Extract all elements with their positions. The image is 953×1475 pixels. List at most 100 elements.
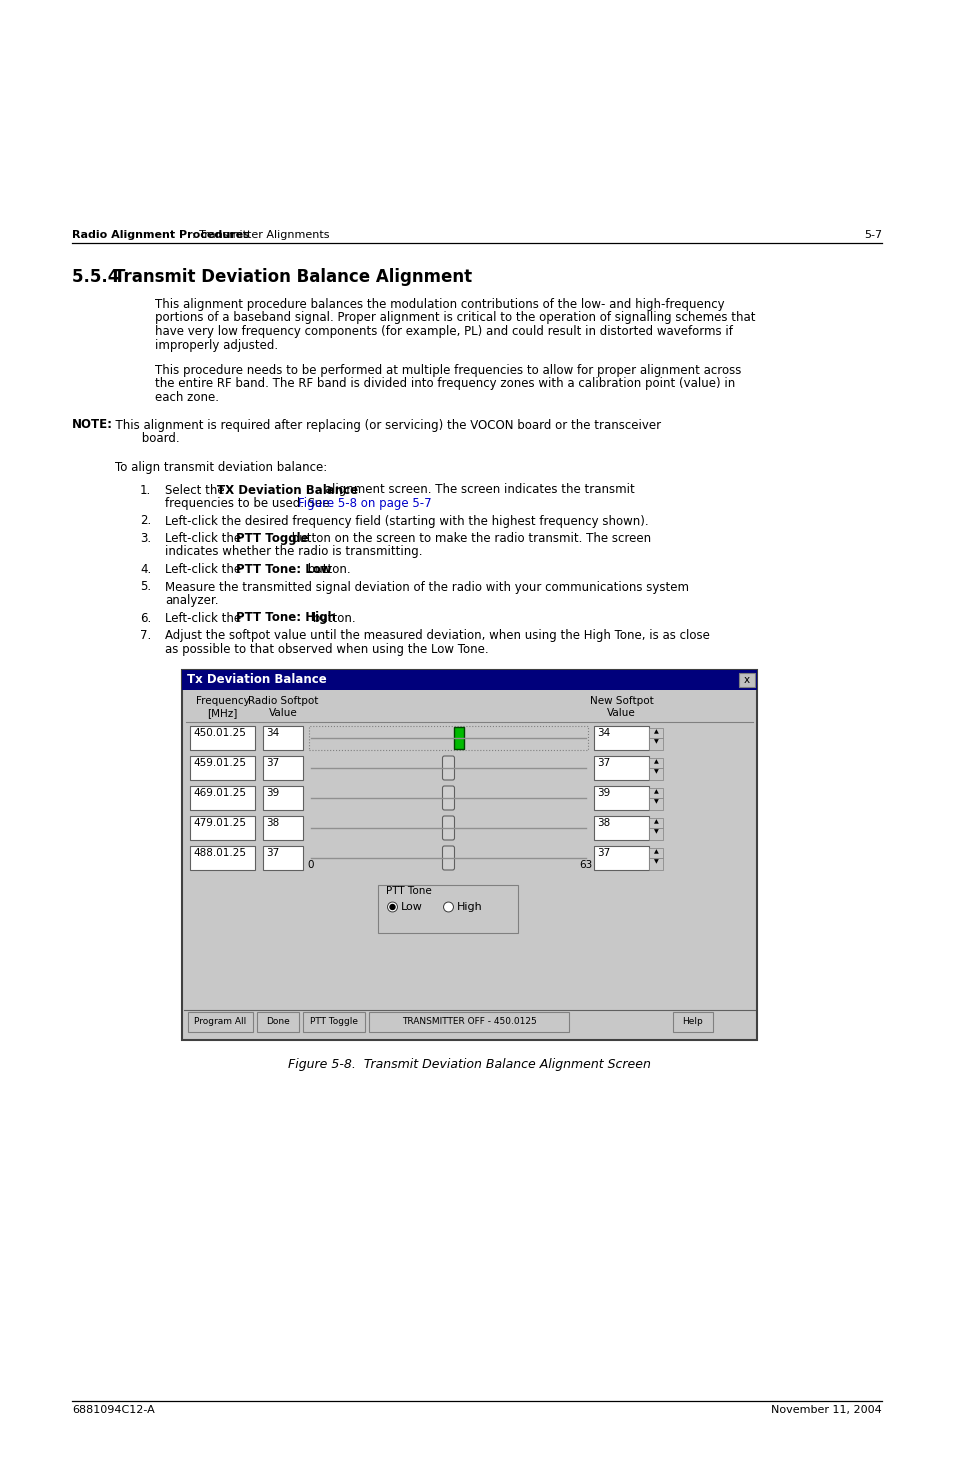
Text: Tx Deviation Balance: Tx Deviation Balance bbox=[187, 673, 327, 686]
Circle shape bbox=[390, 904, 395, 910]
Text: button on the screen to make the radio transmit. The screen: button on the screen to make the radio t… bbox=[288, 532, 651, 544]
Text: ▼: ▼ bbox=[653, 799, 658, 804]
Text: 6.: 6. bbox=[140, 612, 152, 624]
Text: 4.: 4. bbox=[140, 563, 152, 577]
Text: board.: board. bbox=[108, 432, 179, 445]
FancyBboxPatch shape bbox=[190, 726, 254, 749]
Text: 0: 0 bbox=[308, 860, 314, 870]
Text: ▼: ▼ bbox=[653, 739, 658, 743]
Text: Radio Alignment Procedures: Radio Alignment Procedures bbox=[71, 230, 250, 240]
Text: x: x bbox=[743, 676, 749, 684]
Text: 1.: 1. bbox=[140, 484, 152, 497]
FancyBboxPatch shape bbox=[188, 1012, 253, 1032]
Text: indicates whether the radio is transmitting.: indicates whether the radio is transmitt… bbox=[165, 546, 422, 559]
Text: Transmit Deviation Balance Alignment: Transmit Deviation Balance Alignment bbox=[113, 268, 472, 286]
Text: ▲: ▲ bbox=[653, 729, 658, 735]
Circle shape bbox=[443, 903, 453, 912]
FancyBboxPatch shape bbox=[648, 819, 662, 827]
FancyBboxPatch shape bbox=[190, 816, 254, 839]
Text: alignment screen. The screen indicates the transmit: alignment screen. The screen indicates t… bbox=[321, 484, 635, 497]
Text: 479.01.25: 479.01.25 bbox=[193, 819, 246, 827]
Text: 469.01.25: 469.01.25 bbox=[193, 788, 246, 798]
Text: as possible to that observed when using the Low Tone.: as possible to that observed when using … bbox=[165, 643, 488, 655]
Text: 63: 63 bbox=[578, 860, 592, 870]
FancyBboxPatch shape bbox=[648, 858, 662, 870]
FancyBboxPatch shape bbox=[648, 729, 662, 738]
FancyBboxPatch shape bbox=[648, 738, 662, 749]
Text: ▲: ▲ bbox=[653, 760, 658, 764]
FancyBboxPatch shape bbox=[454, 727, 464, 749]
Circle shape bbox=[387, 903, 397, 912]
Text: Select the: Select the bbox=[165, 484, 228, 497]
Text: Figure 5-8 on page 5-7: Figure 5-8 on page 5-7 bbox=[297, 497, 431, 510]
Text: New Softpot
Value: New Softpot Value bbox=[589, 696, 653, 718]
FancyBboxPatch shape bbox=[182, 670, 757, 690]
Text: 39: 39 bbox=[597, 788, 610, 798]
FancyBboxPatch shape bbox=[648, 848, 662, 858]
Text: This procedure needs to be performed at multiple frequencies to allow for proper: This procedure needs to be performed at … bbox=[154, 364, 740, 378]
FancyBboxPatch shape bbox=[263, 847, 303, 870]
Text: 488.01.25: 488.01.25 bbox=[193, 848, 246, 858]
Text: NOTE:: NOTE: bbox=[71, 419, 112, 432]
Text: PTT Tone: High: PTT Tone: High bbox=[236, 612, 335, 624]
Text: Radio Softpot
Value: Radio Softpot Value bbox=[248, 696, 318, 718]
Text: This alignment procedure balances the modulation contributions of the low- and h: This alignment procedure balances the mo… bbox=[154, 298, 724, 311]
FancyBboxPatch shape bbox=[648, 768, 662, 780]
Text: PTT Tone: Low: PTT Tone: Low bbox=[236, 563, 332, 577]
Text: ▼: ▼ bbox=[653, 768, 658, 774]
Text: Measure the transmitted signal deviation of the radio with your communications s: Measure the transmitted signal deviation… bbox=[165, 581, 688, 593]
Text: ▲: ▲ bbox=[653, 789, 658, 794]
Text: 37: 37 bbox=[597, 848, 610, 858]
Text: have very low frequency components (for example, PL) and could result in distort: have very low frequency components (for … bbox=[154, 324, 732, 338]
FancyBboxPatch shape bbox=[442, 816, 454, 839]
FancyBboxPatch shape bbox=[369, 1012, 568, 1032]
Text: ▲: ▲ bbox=[653, 819, 658, 825]
Text: : Transmitter Alignments: : Transmitter Alignments bbox=[192, 230, 329, 240]
FancyBboxPatch shape bbox=[182, 670, 757, 1040]
Text: ▼: ▼ bbox=[653, 829, 658, 833]
Text: 5.: 5. bbox=[140, 581, 151, 593]
Text: 3.: 3. bbox=[140, 532, 151, 544]
Text: 34: 34 bbox=[266, 729, 279, 738]
FancyBboxPatch shape bbox=[442, 847, 454, 870]
FancyBboxPatch shape bbox=[256, 1012, 298, 1032]
Text: frequencies to be used. See: frequencies to be used. See bbox=[165, 497, 333, 510]
FancyBboxPatch shape bbox=[594, 847, 648, 870]
Text: PTT Toggle: PTT Toggle bbox=[310, 1018, 357, 1027]
Text: Done: Done bbox=[266, 1018, 290, 1027]
Text: Left-click the: Left-click the bbox=[165, 532, 245, 544]
Text: Left-click the: Left-click the bbox=[165, 612, 245, 624]
FancyBboxPatch shape bbox=[594, 726, 648, 749]
FancyBboxPatch shape bbox=[263, 726, 303, 749]
Text: 7.: 7. bbox=[140, 628, 152, 642]
FancyBboxPatch shape bbox=[739, 673, 754, 687]
Text: This alignment is required after replacing (or servicing) the VOCON board or the: This alignment is required after replaci… bbox=[108, 419, 660, 432]
Text: Low: Low bbox=[400, 903, 422, 912]
Text: 38: 38 bbox=[266, 819, 279, 827]
Text: 37: 37 bbox=[266, 758, 279, 768]
Text: TX Deviation Balance: TX Deviation Balance bbox=[217, 484, 358, 497]
Text: the entire RF band. The RF band is divided into frequency zones with a calibrati: the entire RF band. The RF band is divid… bbox=[154, 378, 735, 391]
Text: Help: Help bbox=[682, 1018, 702, 1027]
FancyBboxPatch shape bbox=[378, 885, 518, 934]
FancyBboxPatch shape bbox=[442, 757, 454, 780]
FancyBboxPatch shape bbox=[190, 757, 254, 780]
Text: November 11, 2004: November 11, 2004 bbox=[770, 1406, 882, 1415]
Text: PTT Toggle: PTT Toggle bbox=[236, 532, 309, 544]
Text: 450.01.25: 450.01.25 bbox=[193, 729, 246, 738]
Text: .: . bbox=[402, 497, 406, 510]
Text: 34: 34 bbox=[597, 729, 610, 738]
Text: Frequency
[MHz]: Frequency [MHz] bbox=[195, 696, 249, 718]
FancyBboxPatch shape bbox=[648, 758, 662, 768]
Text: button.: button. bbox=[309, 612, 355, 624]
Text: 459.01.25: 459.01.25 bbox=[193, 758, 246, 768]
FancyBboxPatch shape bbox=[648, 798, 662, 810]
Text: 38: 38 bbox=[597, 819, 610, 827]
Text: Adjust the softpot value until the measured deviation, when using the High Tone,: Adjust the softpot value until the measu… bbox=[165, 628, 709, 642]
Text: High: High bbox=[456, 903, 482, 912]
FancyBboxPatch shape bbox=[190, 786, 254, 810]
Text: 37: 37 bbox=[266, 848, 279, 858]
Text: Figure 5-8.  Transmit Deviation Balance Alignment Screen: Figure 5-8. Transmit Deviation Balance A… bbox=[288, 1058, 650, 1071]
Text: improperly adjusted.: improperly adjusted. bbox=[154, 338, 278, 351]
Text: 39: 39 bbox=[266, 788, 279, 798]
